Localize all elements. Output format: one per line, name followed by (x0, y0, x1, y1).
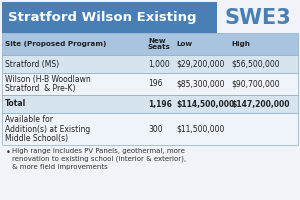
Text: •: • (6, 148, 11, 157)
Bar (2, 95, 298, 113)
Text: New
Seats: New Seats (148, 38, 171, 50)
Text: 300: 300 (148, 124, 163, 134)
Text: Wilson (H-B Woodlawn
Stratford  & Pre-K): Wilson (H-B Woodlawn Stratford & Pre-K) (5, 75, 91, 93)
Text: $85,300,000: $85,300,000 (176, 79, 224, 88)
Text: $90,700,000: $90,700,000 (231, 79, 280, 88)
Text: 1,000: 1,000 (148, 60, 170, 68)
Text: Total: Total (5, 99, 26, 108)
Text: Site (Proposed Program): Site (Proposed Program) (5, 41, 106, 47)
Text: High range includes PV Panels, geothermal, more
renovation to existing school (i: High range includes PV Panels, geotherma… (12, 148, 186, 170)
Text: Low: Low (176, 41, 192, 47)
Bar (2, 33, 298, 55)
Text: Stratford (MS): Stratford (MS) (5, 60, 59, 68)
Bar (2, 73, 298, 95)
Text: Stratford Wilson Existing: Stratford Wilson Existing (8, 11, 196, 24)
Text: SWE3: SWE3 (225, 7, 291, 27)
Bar (2, 2, 217, 33)
Text: $147,200,000: $147,200,000 (231, 99, 290, 108)
Text: $114,500,000: $114,500,000 (176, 99, 234, 108)
Text: 196: 196 (148, 79, 163, 88)
Text: $11,500,000: $11,500,000 (176, 124, 224, 134)
Text: High: High (231, 41, 250, 47)
Text: $29,200,000: $29,200,000 (176, 60, 224, 68)
Text: 1,196: 1,196 (148, 99, 172, 108)
Bar (2, 55, 298, 73)
Bar (2, 113, 298, 145)
Text: Available for
Addition(s) at Existing
Middle School(s): Available for Addition(s) at Existing Mi… (5, 115, 90, 143)
Text: $56,500,000: $56,500,000 (231, 60, 280, 68)
